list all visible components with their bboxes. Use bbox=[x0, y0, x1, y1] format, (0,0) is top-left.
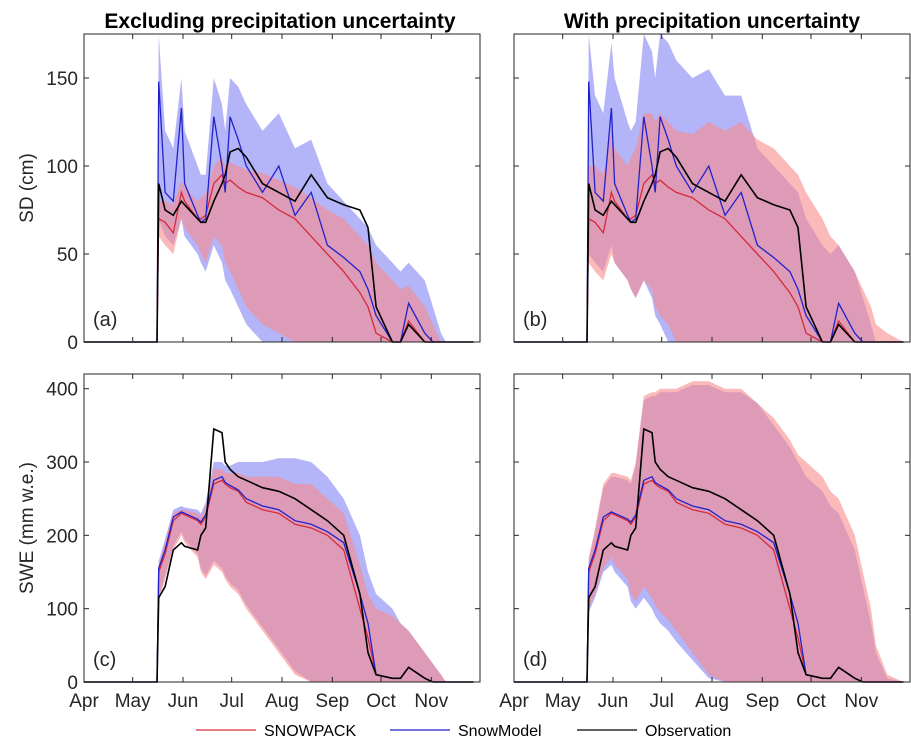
y-tick-label: 50 bbox=[57, 245, 78, 266]
band-snowpack bbox=[84, 469, 474, 682]
panel-label: (c) bbox=[93, 649, 116, 671]
y-tick-label: 400 bbox=[46, 380, 78, 401]
panel-3: 0 100 200 300 400 Apr May Jun Jul Aug Sep Oct Nov SWE… bbox=[17, 373, 481, 712]
line-observation bbox=[84, 427, 474, 683]
title-right: With precipitation uncertainty bbox=[564, 10, 860, 33]
x-tick-label: May bbox=[545, 691, 581, 712]
band-snowpack bbox=[514, 381, 904, 682]
line-snowmodel bbox=[84, 81, 474, 343]
panel-label: (a) bbox=[93, 309, 117, 331]
panel-2: (b) bbox=[513, 33, 911, 343]
y-axis-label: SD (cm) bbox=[17, 153, 38, 223]
legend-item-observation: Observation bbox=[577, 723, 731, 740]
y-tick-label: 150 bbox=[46, 69, 78, 90]
title-left: Excluding precipitation uncertainty bbox=[104, 10, 456, 33]
y-tick-label: 200 bbox=[46, 526, 78, 547]
legend-item-snowmodel: SnowModel bbox=[390, 723, 542, 740]
panel-label: (d) bbox=[523, 649, 547, 671]
x-tick-label: Jul bbox=[220, 691, 244, 712]
y-tick-label: 300 bbox=[46, 453, 78, 474]
legend: SNOWPACK SnowModel Observation bbox=[196, 723, 731, 740]
legend-label: Observation bbox=[645, 723, 731, 740]
legend-label: SNOWPACK bbox=[264, 723, 356, 740]
x-tick-label: Apr bbox=[69, 691, 99, 712]
y-tick-label: 100 bbox=[46, 600, 78, 621]
x-tick-label: May bbox=[115, 691, 151, 712]
x-tick-label: Sep bbox=[315, 691, 349, 712]
panel-4: Apr May Jun Jul Aug Sep Oct Nov (d) bbox=[499, 373, 911, 712]
y-tick-label: 0 bbox=[67, 673, 78, 694]
line-snowpack bbox=[84, 173, 474, 343]
line-snowmodel bbox=[514, 81, 904, 343]
legend-item-snowpack: SNOWPACK bbox=[196, 723, 356, 740]
line-observation bbox=[84, 147, 474, 343]
y-axis-label: SWE (mm w.e.) bbox=[17, 462, 38, 594]
legend-label: SnowModel bbox=[458, 723, 542, 740]
x-tick-label: Aug bbox=[695, 691, 729, 712]
line-observation bbox=[514, 147, 904, 343]
x-tick-label: Sep bbox=[745, 691, 779, 712]
x-tick-label: Jun bbox=[168, 691, 199, 712]
band-snowpack bbox=[84, 157, 474, 342]
x-tick-label: Oct bbox=[366, 691, 396, 712]
panel-1: 0 50 100 150 SD (cm) (a) bbox=[17, 33, 481, 354]
x-tick-label: Apr bbox=[499, 691, 529, 712]
panel-label: (b) bbox=[523, 309, 547, 331]
band-snowpack bbox=[514, 113, 904, 342]
x-tick-label: Jun bbox=[598, 691, 629, 712]
x-tick-label: Aug bbox=[265, 691, 299, 712]
panels: 0 50 100 150 SD (cm) (a) (b) 0 100 200 300 400 Apr Ma… bbox=[17, 33, 911, 712]
x-tick-label: Nov bbox=[414, 691, 448, 712]
x-tick-label: Jul bbox=[650, 691, 674, 712]
x-tick-label: Oct bbox=[796, 691, 826, 712]
line-observation bbox=[514, 427, 904, 683]
x-tick-label: Nov bbox=[844, 691, 878, 712]
y-tick-label: 100 bbox=[46, 157, 78, 178]
line-snowpack bbox=[514, 173, 904, 343]
y-tick-label: 0 bbox=[67, 333, 78, 354]
